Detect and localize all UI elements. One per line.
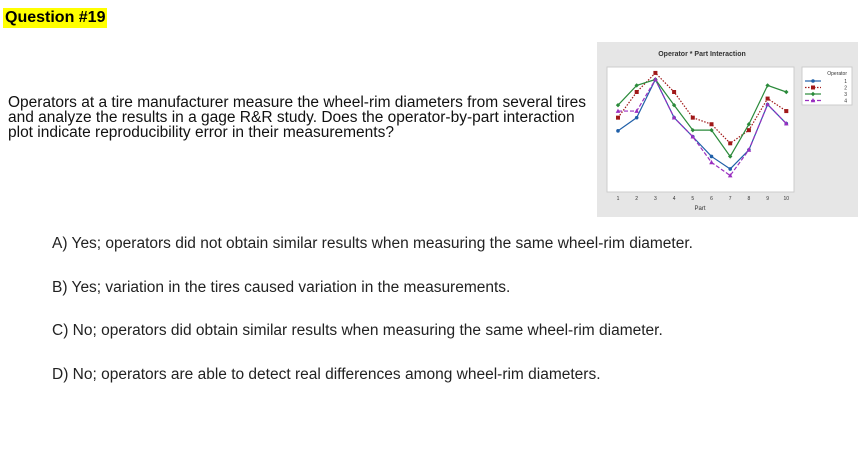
series-line-4 — [618, 78, 787, 177]
x-tick-label: 2 — [635, 196, 638, 202]
data-point-op4 — [746, 147, 752, 152]
data-point-op2 — [634, 90, 639, 94]
legend-marker-4 — [810, 98, 816, 103]
question-label: Question #19 — [3, 8, 108, 28]
interaction-plot-svg: Operator * Part Interaction Part Operato… — [606, 51, 853, 212]
x-tick-label: 1 — [617, 196, 620, 202]
legend-marker-3 — [810, 91, 816, 97]
data-point-op2 — [690, 115, 695, 120]
legend-marker-2 — [811, 85, 815, 90]
legend-label-1: 1 — [844, 79, 847, 85]
x-axis-label: Part — [694, 206, 705, 212]
data-point-op1 — [616, 129, 620, 133]
data-point-op2 — [653, 70, 658, 75]
data-point-op4 — [690, 134, 696, 139]
answer-d[interactable]: D) No; operators are able to detect real… — [52, 366, 601, 383]
data-point-op2 — [765, 96, 770, 101]
data-point-op2 — [728, 141, 733, 146]
x-tick-label: 9 — [766, 196, 769, 202]
legend-label-2: 2 — [844, 85, 847, 91]
legend-marker-1 — [811, 79, 815, 83]
x-tick-label: 5 — [691, 196, 694, 202]
plot-area — [606, 66, 795, 193]
data-point-op4 — [634, 108, 639, 113]
legend-label-4: 4 — [844, 98, 847, 104]
data-point-op2 — [709, 122, 714, 127]
x-tick-label: 3 — [654, 196, 657, 202]
data-point-op3 — [615, 102, 621, 108]
question-text: Operators at a tire manufacturer measure… — [8, 94, 587, 141]
x-tick-label: 6 — [710, 196, 713, 202]
chart-title: Operator * Part Interaction — [658, 51, 746, 58]
data-point-op2 — [616, 115, 620, 120]
legend-label-3: 3 — [844, 92, 847, 98]
data-point-op4 — [709, 159, 714, 165]
data-point-op4 — [671, 115, 677, 120]
data-point-op4 — [615, 108, 621, 113]
legend-title: Operator — [827, 71, 847, 77]
legend — [801, 66, 853, 106]
answer-b[interactable]: B) Yes; variation in the tires caused va… — [52, 279, 511, 296]
answer-c[interactable]: C) No; operators did obtain similar resu… — [52, 322, 663, 339]
data-point-op4 — [765, 102, 770, 107]
series-line-3 — [617, 78, 787, 158]
data-point-op4 — [784, 121, 789, 126]
data-point-op4 — [727, 173, 733, 178]
data-point-op1 — [728, 167, 732, 171]
data-point-op2 — [746, 128, 751, 133]
answer-a[interactable]: A) Yes; operators did not obtain similar… — [52, 235, 693, 252]
data-point-op2 — [784, 109, 789, 114]
data-point-op1 — [634, 115, 639, 120]
x-tick-label: 7 — [729, 196, 732, 202]
data-point-op4 — [653, 77, 658, 82]
interaction-chart: Operator * Part Interaction Part Operato… — [597, 42, 858, 217]
data-point-op3 — [709, 127, 714, 133]
data-point-op1 — [709, 154, 714, 159]
x-tick-label: 4 — [673, 196, 676, 202]
x-tick-label: 8 — [748, 196, 751, 202]
data-point-op2 — [672, 90, 677, 94]
x-tick-label: 10 — [784, 196, 790, 202]
